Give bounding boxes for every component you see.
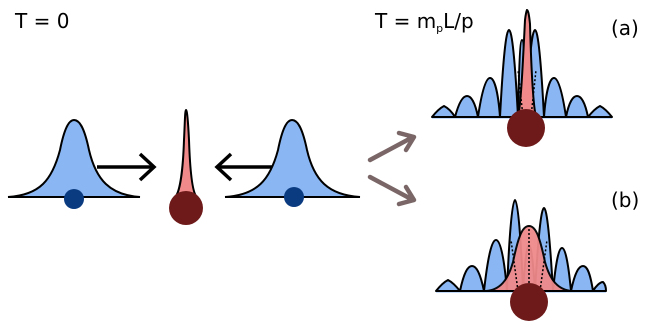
panel-b-mass-disc [510,283,548,321]
chevron-icon-lower [367,174,417,207]
panel-a-mass-disc [507,109,545,147]
left-particle-dot [64,189,84,209]
time-label-initial: T = 0 [14,9,69,33]
right-particle-dot [284,187,304,207]
center-red-packet [174,108,198,197]
left-arrow-icon [214,152,275,182]
left-blue-packet [7,118,141,198]
center-mass-disc [169,191,203,225]
right-arrow-icon [97,152,157,182]
panel-label-a: (a) [611,16,639,40]
panel-b-pattern [435,199,607,321]
right-blue-packet [224,118,361,198]
chevron-icon-upper [367,130,417,163]
panel-label-b: (b) [611,188,639,212]
panel-a-pattern [431,8,613,147]
time-label-final: T = mpL/p [374,9,474,35]
panel-a-red-packet [516,8,538,118]
